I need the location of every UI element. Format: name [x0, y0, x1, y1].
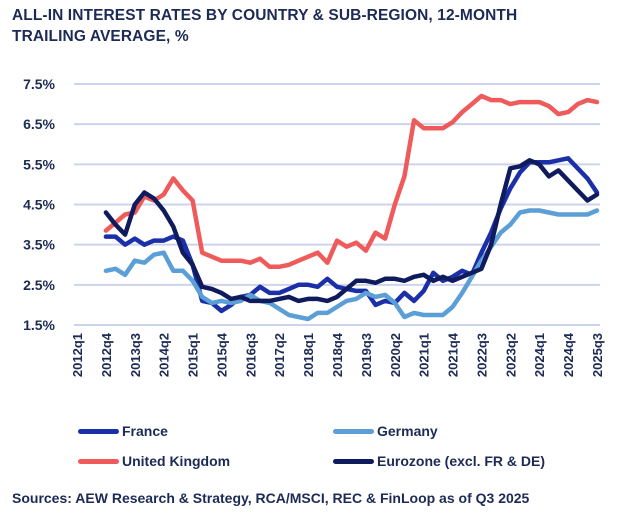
y-tick-label: 3.5%: [23, 237, 55, 253]
x-tick-label: 2019q3: [359, 333, 374, 377]
x-tick-label: 2015q4: [214, 332, 229, 377]
chart-title: ALL-IN INTEREST RATES BY COUNTRY & SUB-R…: [12, 7, 518, 45]
x-tick-label: 2016q3: [243, 333, 258, 377]
y-tick-label: 4.5%: [23, 197, 55, 213]
series-line-eurozone-excl-fr-de: [103, 158, 600, 304]
x-tick-label: 2018q4: [330, 332, 345, 377]
x-tick-label: 2021q1: [417, 333, 432, 377]
x-tick-label: 2012q4: [99, 332, 114, 377]
y-tick-label: 1.5%: [23, 317, 55, 333]
x-tick-label: 2025q3: [590, 333, 605, 377]
x-tick-label: 2024q4: [561, 332, 576, 377]
x-tick-label: 2018q1: [301, 333, 316, 377]
y-tick-label: 5.5%: [23, 156, 55, 172]
x-tick-label: 2015q1: [186, 333, 201, 377]
source-note: Sources: AEW Research & Strategy, RCA/MS…: [12, 490, 530, 506]
x-tick-label: 2022q3: [474, 333, 489, 377]
x-tick-label: 2023q2: [503, 333, 518, 377]
y-axis-ticks: 7.5% 6.5% 5.5% 4.5% 3.5% 2.5% 1.5%: [23, 76, 55, 333]
x-tick-label: 2012q1: [70, 333, 85, 377]
x-axis-ticks: 2012q1 2012q4 2013q3 2014q2 2015q1 2015q4 2016…: [70, 332, 605, 377]
series-line-united-kingdom: [103, 93, 600, 270]
series-lines: [103, 93, 600, 322]
x-tick-label: 2021q4: [446, 332, 461, 377]
series-line-germany: [103, 208, 600, 322]
y-tick-label: 7.5%: [23, 76, 55, 92]
x-tick-label: 2017q2: [272, 333, 287, 377]
x-tick-label: 2014q2: [157, 333, 172, 377]
y-tick-label: 6.5%: [23, 116, 55, 132]
series-line-france: [103, 156, 600, 314]
x-tick-label: 2013q3: [128, 333, 143, 377]
x-tick-label: 2024q1: [532, 333, 547, 377]
y-tick-label: 2.5%: [23, 277, 55, 293]
x-tick-label: 2020q2: [388, 333, 403, 377]
